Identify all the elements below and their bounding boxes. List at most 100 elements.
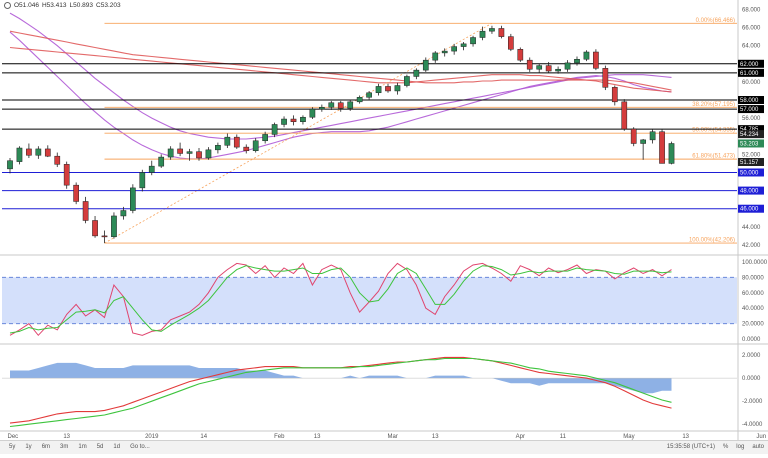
candle-body [574, 59, 580, 64]
level-price-tag [738, 96, 764, 105]
candle-body [498, 28, 505, 37]
macd-histogram [10, 362, 672, 394]
clock-readout: 15:35:58 (UTC+1) [666, 444, 715, 450]
candle-body [35, 148, 42, 156]
stochastic-tick-label: 40.0000 [742, 306, 764, 312]
price-tick-label: 68.000 [742, 7, 761, 13]
time-axis-label: May [623, 434, 634, 440]
stochastic-line [9, 262, 672, 337]
candle-body [186, 151, 193, 154]
range-5d[interactable]: 5d [96, 444, 104, 450]
time-axis-label: Mar [388, 434, 398, 440]
candle-body [611, 87, 618, 103]
open-value: O51.046 [14, 2, 39, 9]
price-tick-label: 56.000 [742, 116, 761, 122]
candle-body [252, 140, 259, 151]
candle-body [205, 149, 212, 159]
log-scale-button[interactable]: log [736, 444, 745, 450]
candle-body [583, 51, 590, 60]
auto-scale-button[interactable]: auto [752, 444, 764, 450]
candle-body [92, 220, 98, 237]
candle-body [564, 62, 571, 70]
price-tick-label: 52.000 [742, 152, 761, 158]
level-price-tag-label: 58.000 [740, 98, 759, 104]
candle-body [63, 164, 70, 186]
level-price-tag [738, 105, 764, 114]
candle-body [328, 102, 335, 108]
time-axis-label: Apr [516, 434, 525, 440]
range-1d[interactable]: 1d [113, 444, 121, 450]
candle-body [451, 46, 457, 52]
level-price-tag-label: 50.000 [740, 170, 759, 176]
candle-body [130, 187, 136, 211]
visibility-icon[interactable] [4, 2, 11, 9]
candle-body [432, 52, 439, 61]
candle-body [82, 201, 89, 221]
candle-body [233, 136, 240, 148]
moving-average-line [9, 31, 672, 160]
scale-controls: 15:35:58 (UTC+1) % log auto [667, 444, 764, 450]
price-tag-label: 53.203 [740, 141, 759, 147]
candle-body [300, 116, 306, 123]
candle-body [224, 136, 231, 146]
range-5y[interactable]: 5y [9, 444, 16, 450]
stochastic-band [2, 277, 737, 324]
candle-body [73, 184, 80, 202]
percent-scale-button[interactable]: % [722, 444, 729, 450]
time-axis-label: Feb [274, 434, 285, 440]
level-price-tag [738, 204, 764, 213]
candle-body [385, 86, 391, 92]
candle-body [271, 124, 278, 135]
candle-body [281, 118, 287, 125]
candle-body [215, 145, 221, 151]
candle-body [489, 28, 495, 32]
time-axis-label: 11 [560, 434, 567, 440]
candle-body [177, 148, 183, 154]
candle-body [668, 143, 675, 164]
candle-body [337, 102, 344, 109]
candle-body [413, 69, 420, 77]
stochastic-tick-label: 20.0000 [742, 322, 764, 328]
candle-body [640, 139, 646, 144]
level-price-tag [738, 59, 764, 68]
candle-body [139, 172, 146, 189]
level-price-tag [738, 125, 764, 134]
candle-body [422, 59, 429, 71]
goto-date-button[interactable]: Go to... [130, 444, 150, 450]
level-price-tag-label: 57.000 [740, 107, 759, 113]
time-axis-label: Dec [7, 434, 18, 440]
level-price-tag-label: 62.000 [740, 62, 759, 68]
bottom-toolbar: 5y 1y 6m 3m 1m 5d 1d Go to... 15:35:58 (… [0, 440, 768, 454]
candle-body [470, 37, 476, 45]
candle-body [508, 36, 514, 50]
range-1m[interactable]: 1m [78, 444, 87, 450]
stochastic-tick-label: 80.0000 [742, 275, 764, 281]
candle-body [630, 128, 637, 144]
moving-average-line [9, 12, 672, 140]
fib-level-label: 0.00%(66.466) [696, 18, 735, 24]
candle-body [649, 131, 656, 141]
price-tick-label: 66.000 [742, 26, 761, 32]
candle-body [347, 101, 354, 109]
stochastic-tick-label: 100.0000 [742, 260, 768, 266]
price-tag-label: 51.157 [740, 160, 759, 166]
candle-body [366, 92, 372, 98]
level-price-tag-label: 61.000 [740, 71, 759, 77]
time-axis-label: 2019 [145, 434, 159, 440]
candle-body [517, 49, 524, 61]
macd-tick-label: 2.0000 [742, 353, 761, 359]
fib-level-label: 61.80%(51.473) [692, 154, 735, 160]
fib-level-label: 100.00%(42.206) [689, 238, 735, 244]
range-3m[interactable]: 3m [60, 444, 69, 450]
moving-average-line [9, 30, 672, 91]
fib-level-label: 38.20%(57.195) [692, 102, 735, 108]
candle-body [262, 134, 268, 142]
range-1y[interactable]: 1y [25, 444, 32, 450]
candle-body [460, 43, 467, 47]
range-6m[interactable]: 6m [41, 444, 51, 450]
close-value: C53.203 [96, 2, 121, 9]
candle-body [375, 86, 382, 94]
price-tag [738, 130, 764, 139]
